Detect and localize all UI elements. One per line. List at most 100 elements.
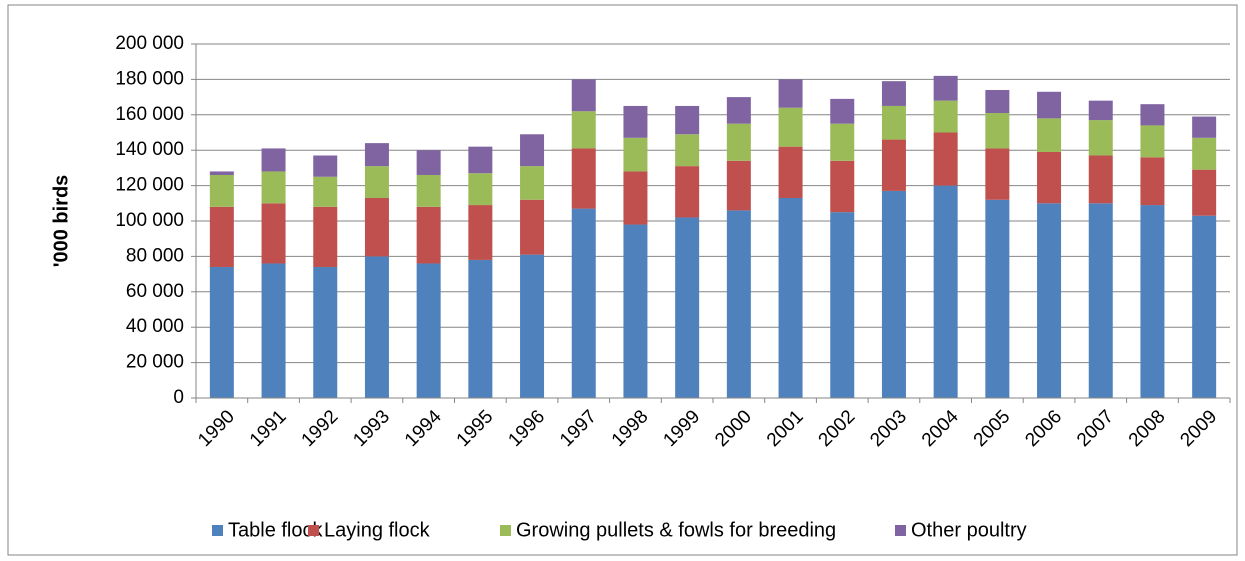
bar-segment: [1088, 120, 1113, 156]
bar-segment: [623, 171, 648, 225]
bar-segment: [468, 146, 493, 174]
bar-segment: [416, 150, 441, 175]
bar-segment: [209, 171, 234, 175]
bar-segment: [1088, 100, 1113, 121]
bar-segment: [313, 267, 338, 398]
bar-segment: [933, 100, 958, 133]
bar-segment: [364, 256, 389, 398]
bar-segment: [830, 123, 855, 161]
legend-swatch: [500, 525, 511, 536]
bar-segment: [313, 176, 338, 207]
bar-segment: [830, 160, 855, 213]
bar-segment: [261, 148, 286, 172]
bar-segment: [726, 123, 751, 161]
bar-segment: [1037, 151, 1062, 204]
bar-segment: [364, 197, 389, 257]
bar-segment: [726, 97, 751, 124]
bar-segment: [675, 105, 700, 135]
bar-segment: [571, 208, 596, 398]
legend-swatch: [895, 525, 906, 536]
bar-segment: [520, 166, 545, 200]
bar-segment: [313, 155, 338, 177]
bar-segment: [520, 254, 545, 398]
bar-segment: [726, 160, 751, 211]
bar-segment: [675, 166, 700, 218]
bar-segment: [881, 190, 906, 398]
bar-segment: [778, 107, 803, 147]
bar-segment: [416, 206, 441, 264]
y-tick-label: 180 000: [115, 68, 184, 89]
y-axis-label: '000 birds: [50, 175, 72, 268]
bar-segment: [571, 148, 596, 209]
bar-segment: [985, 199, 1010, 398]
bar-segment: [1088, 203, 1113, 398]
legend-swatch: [212, 525, 223, 536]
bar-segment: [468, 259, 493, 398]
bar-segment: [1140, 125, 1165, 158]
bar-segment: [830, 98, 855, 124]
bar-segment: [778, 197, 803, 398]
bar-segment: [623, 224, 648, 398]
bar-segment: [209, 206, 234, 268]
bar-segment: [261, 263, 286, 398]
bar-segment: [1140, 157, 1165, 206]
bar-segment: [1192, 116, 1217, 138]
y-tick-label: 60 000: [126, 281, 184, 302]
legend-label: Other poultry: [911, 519, 1027, 541]
y-tick-label: 120 000: [115, 175, 184, 196]
bar-segment: [933, 75, 958, 101]
bar-segment: [933, 132, 958, 186]
bar-segment: [1140, 104, 1165, 126]
bar-segment: [881, 105, 906, 140]
bar-segment: [1037, 118, 1062, 152]
bar-segment: [985, 90, 1010, 114]
bar-segment: [1037, 203, 1062, 398]
legend-swatch: [308, 525, 319, 536]
y-tick-label: 140 000: [115, 139, 184, 160]
bar-segment: [1192, 137, 1217, 170]
bar-segment: [881, 81, 906, 106]
bar-segment: [778, 146, 803, 198]
bar-segment: [985, 113, 1010, 149]
bar-segment: [726, 210, 751, 398]
y-tick-label: 200 000: [115, 33, 184, 54]
y-tick-label: 160 000: [115, 104, 184, 125]
bar-segment: [675, 134, 700, 167]
bar-segment: [261, 203, 286, 264]
bar-segment: [209, 267, 234, 398]
bar-segment: [261, 171, 286, 204]
y-tick-label: 40 000: [126, 316, 184, 337]
bar-segment: [1037, 91, 1062, 119]
y-tick-label: 0: [173, 387, 184, 408]
bar-segment: [468, 173, 493, 206]
bar-segment: [520, 199, 545, 255]
bar-segment: [416, 174, 441, 207]
bar-segment: [313, 206, 338, 268]
bar-segment: [468, 205, 493, 260]
bar-segment: [1140, 205, 1165, 398]
legend-label: Growing pullets & fowls for breeding: [516, 519, 836, 541]
bar-segment: [675, 217, 700, 398]
bar-segment: [985, 148, 1010, 200]
legend-label: Table flock: [228, 519, 323, 541]
bar-segment: [623, 105, 648, 138]
bar-segment: [209, 174, 234, 207]
bar-segment: [364, 166, 389, 198]
bar-segment: [416, 263, 441, 398]
bar-segment: [830, 212, 855, 398]
bar-segment: [881, 139, 906, 191]
bar-segment: [571, 111, 596, 149]
bar-segment: [571, 79, 596, 112]
bar-segment: [778, 79, 803, 108]
bar-segment: [1192, 215, 1217, 398]
bar-segment: [623, 137, 648, 172]
bar-segment: [364, 143, 389, 167]
bar-segment: [1192, 169, 1217, 216]
y-tick-label: 80 000: [126, 245, 184, 266]
y-tick-label: 20 000: [126, 352, 184, 373]
y-tick-label: 100 000: [115, 210, 184, 231]
bar-segment: [1088, 155, 1113, 204]
bar-segment: [933, 185, 958, 398]
